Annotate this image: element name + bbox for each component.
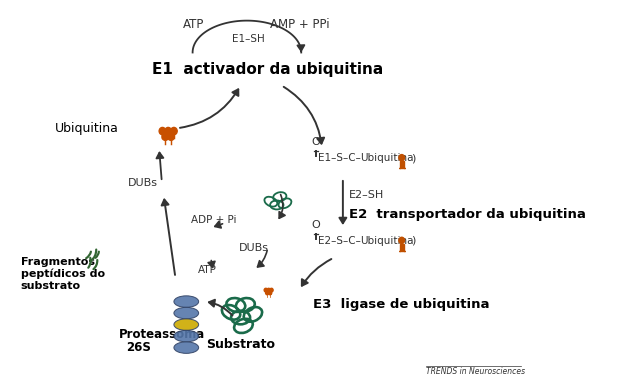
Circle shape — [159, 127, 166, 135]
Ellipse shape — [174, 330, 199, 342]
Text: Proteassoma: Proteassoma — [118, 328, 205, 341]
Text: E2  transportador da ubiquitina: E2 transportador da ubiquitina — [349, 208, 586, 221]
Text: Ubiquitina: Ubiquitina — [360, 236, 413, 246]
Circle shape — [270, 288, 273, 292]
FancyArrow shape — [399, 244, 405, 251]
Circle shape — [399, 237, 405, 243]
Text: Fragmentos: Fragmentos — [20, 257, 94, 267]
Circle shape — [165, 127, 172, 135]
Text: E3  ligase de ubiquitina: E3 ligase de ubiquitina — [313, 298, 489, 311]
Text: ): ) — [411, 236, 415, 246]
Text: DUBs: DUBs — [239, 243, 269, 253]
Text: TRENDS in Neurosciences: TRENDS in Neurosciences — [426, 367, 525, 376]
Circle shape — [268, 291, 271, 295]
FancyArrow shape — [399, 161, 405, 169]
Text: substrato: substrato — [20, 280, 81, 291]
Text: Ubiquitina: Ubiquitina — [360, 153, 413, 163]
Circle shape — [264, 288, 268, 292]
Ellipse shape — [174, 319, 199, 330]
Text: E1–S–C–: E1–S–C– — [318, 153, 360, 163]
Circle shape — [162, 133, 168, 140]
Text: E1  activador da ubiquitina: E1 activador da ubiquitina — [152, 62, 383, 77]
Ellipse shape — [174, 342, 199, 353]
Text: peptídicos do: peptídicos do — [20, 268, 105, 279]
Text: ATP: ATP — [198, 265, 217, 275]
Circle shape — [170, 127, 177, 135]
Text: 26S: 26S — [126, 341, 151, 354]
Text: AMP + PPi: AMP + PPi — [270, 18, 329, 31]
Circle shape — [267, 288, 270, 292]
Ellipse shape — [174, 296, 199, 307]
Ellipse shape — [174, 307, 199, 319]
Text: O: O — [312, 220, 320, 230]
Text: DUBs: DUBs — [128, 178, 157, 188]
Text: E2–SH: E2–SH — [349, 190, 384, 200]
Text: O: O — [312, 137, 320, 147]
Circle shape — [399, 155, 405, 161]
Text: ADP + Pi: ADP + Pi — [191, 215, 236, 225]
Text: Substrato: Substrato — [206, 338, 275, 351]
Text: E2–S–C–: E2–S–C– — [318, 236, 360, 246]
Circle shape — [168, 133, 175, 140]
Text: E1–SH: E1–SH — [233, 34, 265, 43]
Text: ATP: ATP — [183, 18, 204, 31]
Text: ): ) — [411, 153, 415, 163]
Circle shape — [265, 291, 269, 295]
Text: Ubiquitina: Ubiquitina — [55, 122, 119, 135]
